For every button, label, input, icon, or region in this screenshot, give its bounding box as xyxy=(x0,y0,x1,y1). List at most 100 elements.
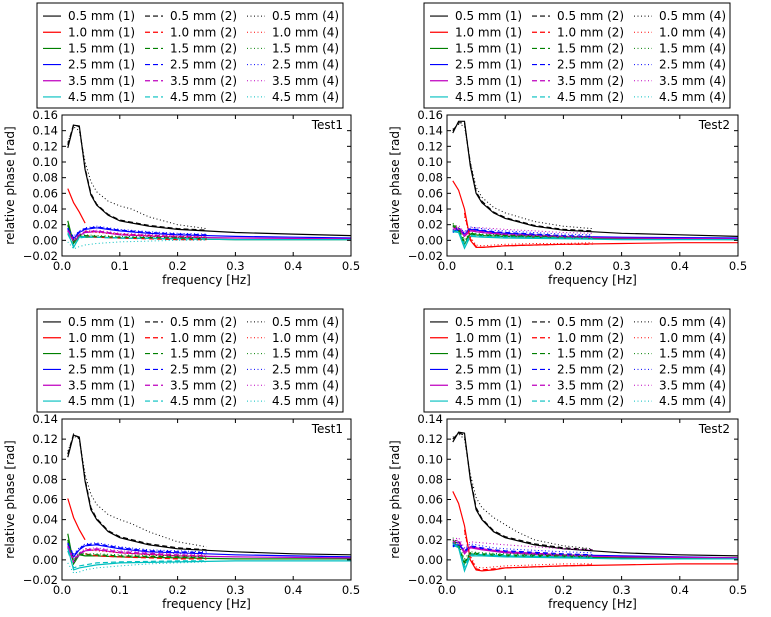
legend-label: 1.0 mm (2) xyxy=(557,25,624,39)
series-line-9 xyxy=(67,224,207,244)
series-group xyxy=(452,120,738,250)
legend-label: 4.5 mm (2) xyxy=(170,394,237,408)
y-tick-label: 0.00 xyxy=(32,233,58,247)
legend-label: 4.5 mm (1) xyxy=(455,394,522,408)
y-tick-label: 0.00 xyxy=(417,553,443,567)
series-line-13 xyxy=(452,433,593,550)
x-tick-label: 0.5 xyxy=(729,259,747,273)
legend-label: 0.5 mm (2) xyxy=(170,315,237,329)
legend-label: 4.5 mm (1) xyxy=(455,90,522,104)
series-line-7 xyxy=(452,432,593,551)
series-line-2 xyxy=(67,498,86,541)
x-tick-label: 0.3 xyxy=(612,259,630,273)
series-line-11 xyxy=(67,545,207,561)
series-line-13 xyxy=(67,126,207,230)
series-line-16 xyxy=(67,225,207,238)
y-tick-label: 0.10 xyxy=(32,155,58,169)
legend-label: 4.5 mm (2) xyxy=(170,90,237,104)
series-line-14 xyxy=(85,230,207,238)
y-tick-label: 0.06 xyxy=(417,493,443,507)
panel-label: Test1 xyxy=(311,422,343,436)
x-axis-label: frequency [Hz] xyxy=(548,597,637,611)
legend-label: 1.5 mm (1) xyxy=(455,41,522,55)
legend-label: 1.5 mm (1) xyxy=(68,41,135,55)
legend-label: 4.5 mm (4) xyxy=(272,90,339,104)
x-tick-label: 0.4 xyxy=(284,259,302,273)
legend-label: 3.5 mm (2) xyxy=(557,378,624,392)
series-line-6 xyxy=(452,231,738,250)
series-group xyxy=(67,433,351,574)
series-line-4 xyxy=(67,543,351,559)
legend-label: 1.0 mm (4) xyxy=(272,25,339,39)
series-line-9 xyxy=(452,224,593,244)
y-tick-label: 0.08 xyxy=(417,171,443,185)
y-tick-label: 0.08 xyxy=(32,171,58,185)
series-line-16 xyxy=(452,226,593,236)
y-tick-label: 0.04 xyxy=(32,202,58,216)
y-tick-label: 0.16 xyxy=(32,108,58,122)
y-axis-label: relative phase [rad] xyxy=(388,126,402,244)
x-tick-label: 0.3 xyxy=(226,583,244,597)
legend-label: 0.5 mm (2) xyxy=(557,315,624,329)
legend-label: 2.5 mm (2) xyxy=(557,362,624,376)
y-axis-label: relative phase [rad] xyxy=(3,126,17,244)
chart-panel-1: 0.0 0.1 0.2 0.3 0.4 0.5−0.020.000.020.040.060… xyxy=(3,2,360,287)
legend-label: 1.5 mm (2) xyxy=(170,347,237,361)
x-tick-label: 0.4 xyxy=(671,583,689,597)
y-axis-label: relative phase [rad] xyxy=(3,440,17,558)
legend-label: 3.5 mm (2) xyxy=(557,74,624,88)
series-line-18 xyxy=(67,561,207,574)
legend-label: 1.5 mm (1) xyxy=(68,347,135,361)
legend-label: 3.5 mm (2) xyxy=(170,74,237,88)
legend-label: 0.5 mm (2) xyxy=(170,9,237,23)
series-line-17 xyxy=(67,229,207,240)
series-line-2 xyxy=(452,180,738,248)
series-line-9 xyxy=(67,539,207,564)
y-tick-label: 0.12 xyxy=(417,432,443,446)
x-tick-label: 0.2 xyxy=(168,259,186,273)
series-line-18 xyxy=(67,239,207,250)
chart-panel-3: 0.0 0.1 0.2 0.3 0.4 0.5 −0.02 0.00 0.02 0.04 0.06 0… xyxy=(3,308,360,611)
legend-label: 4.5 mm (1) xyxy=(68,394,135,408)
y-tick-label: 0.14 xyxy=(32,124,58,138)
series-line-2 xyxy=(67,188,86,224)
legend-label: 1.0 mm (1) xyxy=(455,25,522,39)
x-tick-label: 0.5 xyxy=(342,259,360,273)
y-tick-label: 0.14 xyxy=(417,412,443,426)
series-line-14 xyxy=(85,548,207,557)
legend-label: 2.5 mm (2) xyxy=(170,362,237,376)
y-tick-label: 0.00 xyxy=(417,233,443,247)
panel-label: Test2 xyxy=(698,422,730,436)
legend-label: 4.5 mm (2) xyxy=(557,90,624,104)
series-line-12 xyxy=(67,233,207,247)
y-tick-label: 0.10 xyxy=(32,452,58,466)
legend-label: 3.5 mm (1) xyxy=(68,74,135,88)
plot-frame xyxy=(446,114,739,257)
y-tick-label: 0.06 xyxy=(417,186,443,200)
legend-label: 1.5 mm (2) xyxy=(557,347,624,361)
legend-label: 0.5 mm (4) xyxy=(659,9,726,23)
y-tick-label: −0.02 xyxy=(23,249,58,263)
legend-label: 1.0 mm (4) xyxy=(272,331,339,345)
series-group xyxy=(452,431,738,573)
series-line-7 xyxy=(452,122,593,232)
legend: 0.5 mm (1) 1.0 mm (1) 1.5 mm (1) 2.5 mm (1)… xyxy=(423,2,731,109)
series-line-10 xyxy=(67,226,207,240)
panel-label: Test2 xyxy=(698,118,730,132)
legend-label: 2.5 mm (4) xyxy=(659,58,726,72)
y-tick-label: 0.04 xyxy=(32,513,58,527)
legend-label: 0.5 mm (1) xyxy=(455,315,522,329)
legend: 0.5 mm (1) 1.0 mm (1) 1.5 mm (1) 2.5 mm (1)… xyxy=(36,2,344,109)
legend-label: 0.5 mm (4) xyxy=(272,9,339,23)
legend-label: 3.5 mm (2) xyxy=(170,378,237,392)
legend-label: 0.5 mm (1) xyxy=(455,9,522,23)
series-line-12 xyxy=(452,230,593,247)
legend-label: 2.5 mm (1) xyxy=(68,58,135,72)
series-line-1 xyxy=(67,434,351,556)
y-tick-label: 0.02 xyxy=(32,533,58,547)
legend-label: 2.5 mm (1) xyxy=(455,362,522,376)
legend-label: 1.0 mm (2) xyxy=(170,331,237,345)
series-line-16 xyxy=(67,542,207,555)
legend-label: 2.5 mm (2) xyxy=(170,58,237,72)
chart-panel-2: 0.0 0.1 0.2 0.3 0.4 0.5−0.020.000.020.040.060… xyxy=(388,2,747,287)
